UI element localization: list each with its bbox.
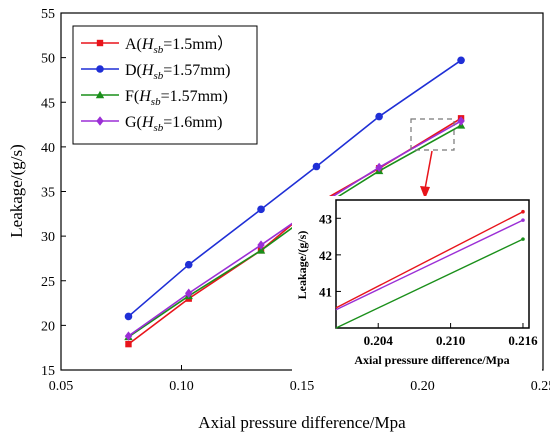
legend-label: D(Hsb=1.57mm) xyxy=(125,62,230,82)
legend-entry-0: A(Hsb=1.5mm） xyxy=(81,35,233,56)
legend-label-prefix: G( xyxy=(125,114,142,131)
legend-label-subscript: sb xyxy=(153,122,163,134)
inset-series-line xyxy=(335,238,524,329)
y-tick-label: 20 xyxy=(41,319,55,334)
series-1 xyxy=(124,56,465,321)
data-point-circle xyxy=(257,205,265,214)
inset-series-1 xyxy=(335,218,525,311)
legend-label-subscript: sb xyxy=(153,44,163,56)
inset-y-tick-label: 43 xyxy=(319,211,333,226)
x-tick-label: 0.10 xyxy=(169,379,194,394)
y-tick-label: 30 xyxy=(41,230,55,245)
y-tick-label: 40 xyxy=(41,141,55,156)
inset-frame xyxy=(335,199,530,329)
x-tick-label: 0.05 xyxy=(49,379,74,394)
inset-x-tick-label: 0.216 xyxy=(508,333,538,348)
data-point-circle xyxy=(312,162,321,171)
legend-label-symbol: H xyxy=(141,62,155,79)
y-tick-label: 35 xyxy=(41,186,55,201)
data-point-circle xyxy=(184,260,193,269)
inset-series-line xyxy=(335,211,524,309)
y-tick-label: 55 xyxy=(41,7,55,22)
data-point-circle xyxy=(457,56,465,65)
y-axis-label: Leakage/(g/s) xyxy=(7,144,26,237)
legend-label-symbol: H xyxy=(141,114,155,131)
legend-entry-3: G(Hsb=1.6mm) xyxy=(81,114,222,134)
data-point-diamond xyxy=(96,116,104,126)
inset-end-point xyxy=(521,237,525,241)
legend-label-subscript: sb xyxy=(153,70,163,82)
series-line xyxy=(127,59,462,318)
legend-label-subscript: sb xyxy=(151,96,161,108)
y-tick-label: 25 xyxy=(41,275,55,290)
y-tick-label: 50 xyxy=(41,52,55,67)
legend-label-suffix: =1.6mm) xyxy=(163,114,222,131)
inset-x-tick-label: 0.210 xyxy=(436,333,465,348)
data-point-diamond xyxy=(124,331,133,341)
legend-label-suffix: =1.57mm) xyxy=(163,62,230,79)
zoom-arrow-line xyxy=(424,150,433,190)
data-point-diamond xyxy=(375,162,383,173)
series-3 xyxy=(124,116,465,341)
data-point-triangle xyxy=(256,246,266,254)
inset-y-tick-label: 42 xyxy=(319,248,332,263)
inset-end-point xyxy=(521,218,525,222)
legend-entry-2: F(Hsb=1.57mm) xyxy=(81,88,228,108)
inset-series-2 xyxy=(335,237,525,329)
inset-y-axis-label: Leakage/(g/s) xyxy=(295,231,309,300)
inset-series-0 xyxy=(335,209,525,309)
data-point-diamond xyxy=(457,116,465,126)
data-point-circle xyxy=(96,65,104,73)
x-tick-label: 0.25 xyxy=(531,379,550,394)
legend-label-suffix: =1.5mm） xyxy=(163,35,233,53)
legend-entries: A(Hsb=1.5mm）D(Hsb=1.57mm)F(Hsb=1.57mm)G(… xyxy=(81,35,233,134)
series-line xyxy=(128,120,462,337)
inset-x-axis-label: Axial pressure difference/Mpa xyxy=(354,353,509,367)
inset-end-point xyxy=(521,209,525,214)
inset-axis-ticks: 0.204 0.210 0.216 41 42 43 xyxy=(319,211,538,348)
legend-box xyxy=(72,25,258,145)
data-point-circle xyxy=(375,112,383,121)
inset-y-tick-label: 41 xyxy=(319,284,332,299)
inset-chart: 0.204 0.210 0.216 41 42 43 Axial pressure dif… xyxy=(292,196,542,374)
x-tick-label: 0.15 xyxy=(290,379,315,394)
legend-label: G(Hsb=1.6mm) xyxy=(125,114,222,134)
data-point-diamond xyxy=(185,288,193,298)
y-tick-label: 15 xyxy=(41,364,55,379)
main-axis-ticks: 0.05 0.10 0.15 0.20 0.25 15 20 25 30 35 40 45 50 55 xyxy=(41,7,550,394)
legend-label-prefix: D( xyxy=(125,62,142,79)
data-point-circle xyxy=(124,312,133,321)
y-tick-label: 45 xyxy=(41,96,55,111)
legend-entry-1: D(Hsb=1.57mm) xyxy=(81,62,230,82)
x-axis-label: Axial pressure difference/Mpa xyxy=(198,413,406,432)
inset-series-group xyxy=(335,209,525,329)
legend-label: A(Hsb=1.5mm） xyxy=(125,35,233,56)
legend-label-prefix: F( xyxy=(125,88,139,105)
inset-series-line xyxy=(335,219,524,311)
legend: A(Hsb=1.5mm）D(Hsb=1.57mm)F(Hsb=1.57mm)G(… xyxy=(72,25,258,145)
legend-label-symbol: H xyxy=(138,88,152,105)
legend-label-prefix: A( xyxy=(125,36,142,53)
legend-label: F(Hsb=1.57mm) xyxy=(125,88,228,108)
zoom-region-box xyxy=(410,118,455,151)
data-point-triangle xyxy=(95,90,105,99)
inset-x-tick-label: 0.204 xyxy=(364,333,394,348)
inset-background xyxy=(292,196,542,374)
legend-label-suffix: =1.57mm) xyxy=(161,88,228,105)
data-point-square xyxy=(125,340,132,348)
legend-label-symbol: H xyxy=(141,36,155,53)
zoom-arrow-head xyxy=(420,186,430,199)
data-point-diamond xyxy=(257,240,265,250)
data-point-square xyxy=(96,39,104,47)
x-tick-label: 0.20 xyxy=(410,379,435,394)
series-line xyxy=(128,124,462,338)
